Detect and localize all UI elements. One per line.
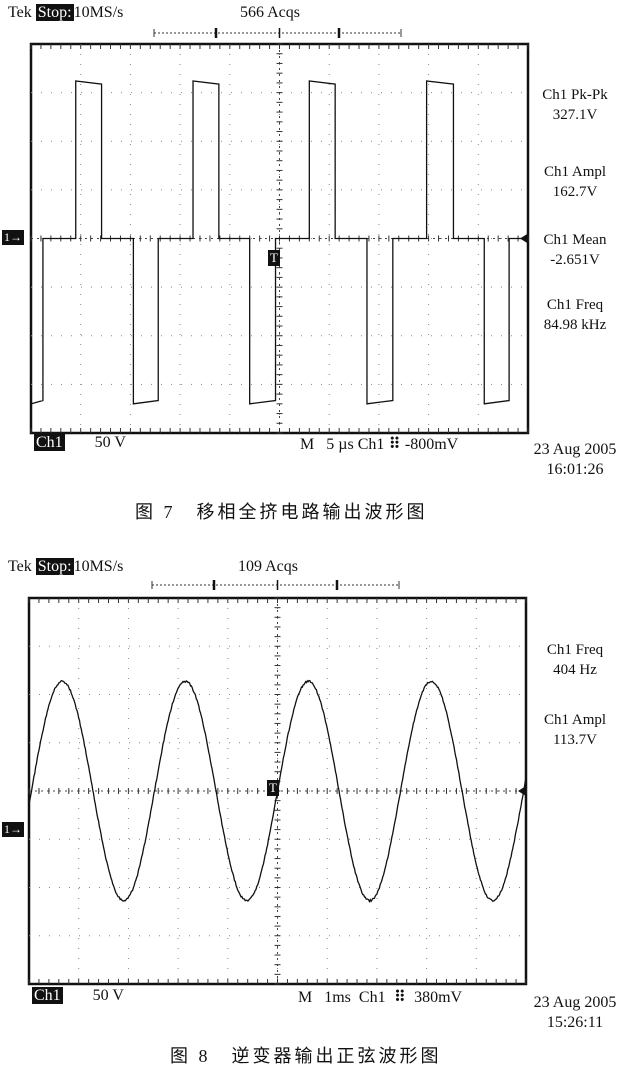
- measurement-label: Ch1 Ampl: [525, 162, 625, 182]
- brand-label: Tek: [8, 4, 32, 21]
- measurement-value: 113.7V: [525, 730, 625, 750]
- measurement-label: Ch1 Mean: [525, 230, 625, 250]
- volts-per-div: 50 V: [95, 434, 126, 451]
- timestamp: 23 Aug 2005 15:26:11: [525, 993, 625, 1033]
- scope-footer: Ch1 50 V: [34, 434, 126, 452]
- measurement-label: Ch1 Pk-Pk: [525, 85, 625, 105]
- time: 16:01:26: [525, 460, 625, 480]
- scope-header: Tek Stop: 10MS/s: [8, 558, 123, 576]
- figure-caption: 图 7 移相全挤电路输出波形图: [135, 498, 428, 524]
- channel-badge: Ch1: [34, 434, 65, 451]
- rising-edge-icon: ⠿: [388, 436, 401, 453]
- trigger-marker: T: [267, 780, 279, 796]
- time-per-div: 1ms: [324, 989, 351, 1006]
- acquisition-count: 566 Acqs: [240, 4, 300, 22]
- timestamp: 23 Aug 2005 16:01:26: [525, 440, 625, 480]
- measurement-label: Ch1 Freq: [525, 295, 625, 315]
- brand-label: Tek: [8, 558, 32, 575]
- measurement-value: -2.651V: [525, 250, 625, 270]
- figure-caption: 图 8 逆变器输出正弦波形图: [170, 1042, 442, 1068]
- measurement-value: 327.1V: [525, 105, 625, 125]
- channel-badge: Ch1: [32, 987, 63, 1004]
- ground-marker: 1→: [2, 230, 24, 245]
- state-badge: Stop:: [36, 4, 74, 21]
- measurement-label: Ch1 Freq: [525, 640, 625, 660]
- trigger-marker: T: [268, 250, 280, 266]
- time-per-div: 5 µs: [326, 436, 353, 453]
- scope-footer: Ch1 50 V: [32, 987, 124, 1005]
- measurement: Ch1 Pk-Pk 327.1V: [525, 85, 625, 125]
- timebase: M 1ms Ch1 ⠿ 380mV: [298, 987, 462, 1007]
- mode-label: M: [298, 989, 312, 1006]
- state-badge: Stop:: [36, 558, 74, 575]
- measurement: Ch1 Ampl 162.7V: [525, 162, 625, 202]
- measurement: Ch1 Freq 404 Hz: [525, 640, 625, 680]
- rising-edge-icon: ⠿: [394, 989, 407, 1006]
- sample-rate: 10MS/s: [74, 4, 124, 21]
- mode-label: M: [300, 436, 314, 453]
- measurement: Ch1 Mean -2.651V: [525, 230, 625, 270]
- acquisition-count: 109 Acqs: [238, 558, 298, 576]
- trigger-level: 380mV: [414, 989, 462, 1006]
- ground-marker: 1→: [2, 822, 24, 837]
- sample-rate: 10MS/s: [74, 558, 124, 575]
- measurement: Ch1 Freq 84.98 kHz: [525, 295, 625, 335]
- volts-per-div: 50 V: [93, 987, 124, 1004]
- trigger-level: -800mV: [405, 436, 458, 453]
- scope-header: Tek Stop: 10MS/s: [8, 4, 123, 22]
- time: 15:26:11: [525, 1013, 625, 1033]
- measurement-label: Ch1 Ampl: [525, 710, 625, 730]
- measurement: Ch1 Ampl 113.7V: [525, 710, 625, 750]
- measurement-value: 84.98 kHz: [525, 315, 625, 335]
- timebase: M 5 µs Ch1 ⠿ -800mV: [300, 434, 458, 454]
- trigger-source: Ch1: [359, 989, 386, 1006]
- trigger-source: Ch1: [358, 436, 385, 453]
- measurement-value: 404 Hz: [525, 660, 625, 680]
- oscilloscope-graticules: [0, 0, 633, 1069]
- measurement-value: 162.7V: [525, 182, 625, 202]
- date: 23 Aug 2005: [525, 993, 625, 1013]
- date: 23 Aug 2005: [525, 440, 625, 460]
